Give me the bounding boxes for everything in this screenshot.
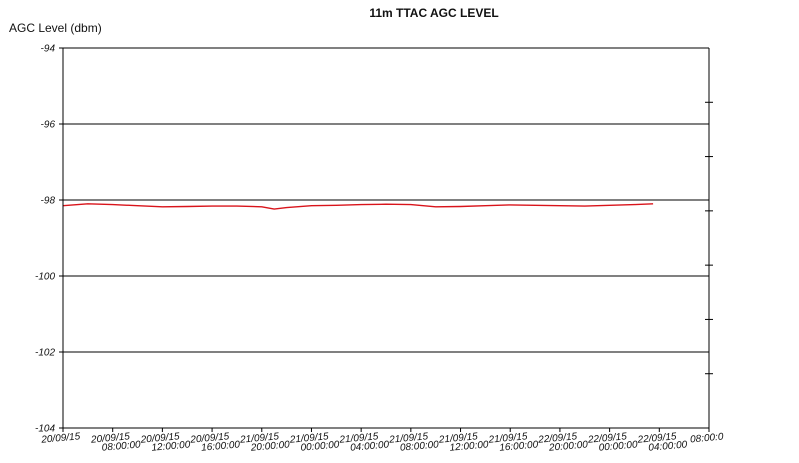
axes [59, 47, 713, 432]
x-tick-time: 08:00:00 [400, 439, 440, 453]
x-tick-date: 22/09/15 [636, 431, 677, 445]
x-tick-date: 21/09/15 [388, 431, 429, 445]
y-tick-labels: -94 -96 -98 -100 -102 -104 [35, 44, 55, 435]
x-tick-date: 21/09/15 [487, 431, 528, 445]
y-tick-label: -102 [35, 348, 55, 359]
x-tick-time: 00:00:00 [300, 439, 340, 453]
x-tick-date: 20/09/15 [90, 431, 131, 445]
series-layer [62, 203, 654, 210]
x-tick-date: 21/09/15 [437, 431, 478, 445]
x-tick-time: 16:00:00 [201, 439, 241, 453]
gridlines [63, 123, 709, 353]
x-tick-time: 20:00:00 [249, 439, 290, 453]
x-tick-labels: 20/09/15 20/09/1508:00:0020/09/1512:00:00… [40, 431, 725, 454]
x-tick-time: 12:00:00 [151, 439, 191, 453]
y-tick-label: -100 [35, 272, 55, 283]
x-tick-time: 00:00:00 [598, 439, 638, 453]
x-tick-label: 20/09/15 [40, 431, 81, 445]
y-axis-label: AGC Level (dbm) [9, 21, 102, 35]
x-tick-time: 16:00:00 [499, 439, 539, 453]
x-tick-date: 22/09/15 [587, 431, 628, 445]
x-tick-time: 04:00:00 [350, 439, 390, 453]
x-tick-date: 20/09/15 [139, 431, 180, 445]
x-tick-date: 08:00:0 [690, 432, 725, 446]
y-tick-label: -98 [41, 196, 56, 207]
x-tick-time: 20:00:00 [548, 439, 589, 453]
y-tick-label: -96 [41, 120, 56, 131]
x-tick-date: 20/09/15 [40, 431, 81, 445]
chart-title: 11m TTAC AGC LEVEL [369, 6, 498, 20]
x-tick-date: 21/09/15 [239, 431, 280, 445]
x-tick-date: 20/09/15 [189, 431, 230, 445]
x-tick-date: 21/09/15 [288, 431, 329, 445]
x-tick-date: 21/09/15 [338, 431, 379, 445]
x-tick-time: 12:00:00 [449, 439, 489, 453]
agc-level-series [62, 203, 654, 210]
x-tick-date: 22/09/15 [537, 431, 578, 445]
x-tick-label: 08:00:0 [690, 432, 725, 446]
x-tick-time: 08:00:00 [101, 439, 141, 453]
x-tick-time: 04:00:00 [648, 439, 688, 453]
y-tick-label: -104 [35, 424, 55, 435]
y-tick-label: -94 [41, 44, 56, 55]
